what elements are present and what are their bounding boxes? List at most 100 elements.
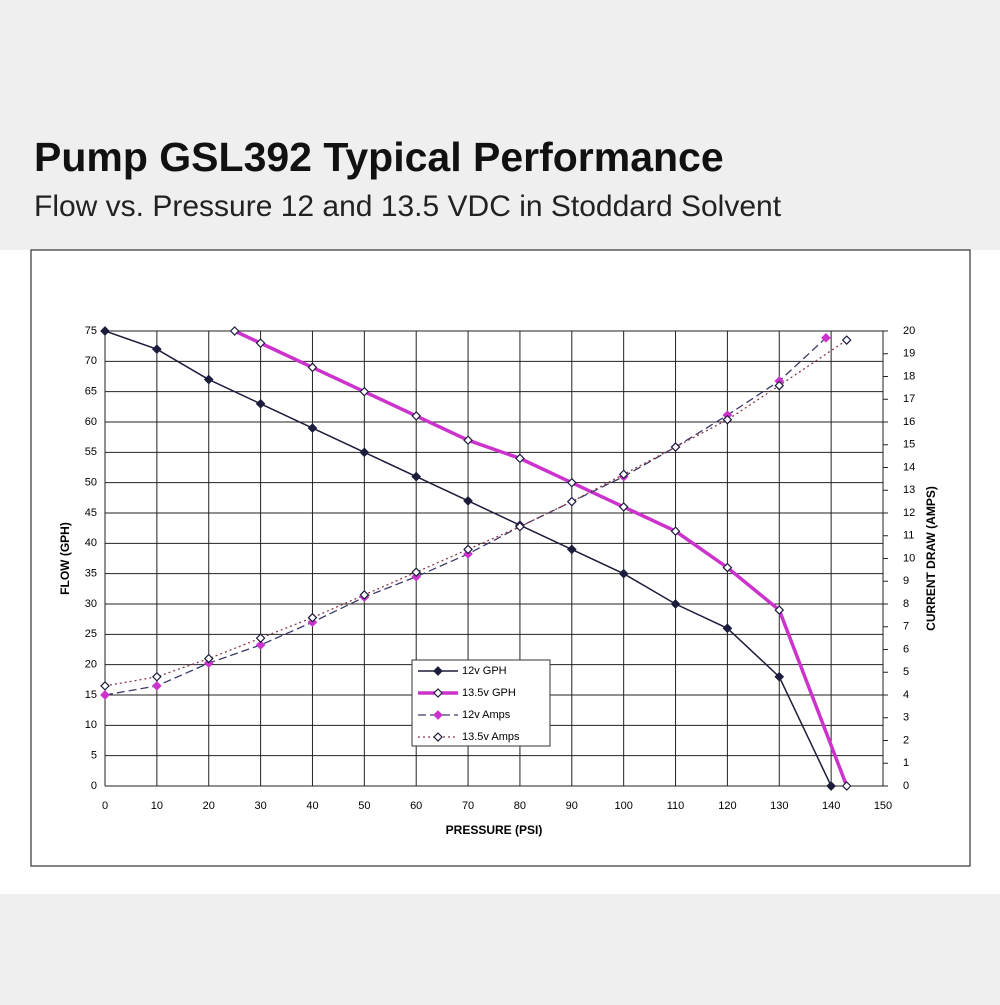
marker [433,732,443,742]
y-tick-label: 25 [85,628,97,640]
y2-tick-label: 7 [903,621,909,633]
y-tick-label: 60 [85,416,97,428]
marker [515,521,525,532]
x-tick-label: 100 [614,800,632,812]
x-tick-label: 0 [102,800,108,812]
y-tick-label: 20 [85,659,97,671]
y-tick-label: 50 [85,477,97,489]
y-tick-label: 40 [85,537,97,549]
y-tick-label: 10 [85,719,97,731]
y2-tick-label: 8 [903,598,909,610]
y2-tick-label: 3 [903,712,909,724]
marker [255,338,266,348]
marker [359,590,370,600]
marker [826,781,836,791]
x-tick-label: 10 [151,800,163,812]
marker [359,447,370,458]
marker [229,326,240,336]
page-title: Pump GSL392 Typical Performance [34,134,724,180]
marker [566,544,577,555]
legend-label: 13.5v GPH [462,687,516,699]
marker [463,435,473,446]
y-tick-label: 70 [85,355,97,367]
x-tick-label: 140 [822,800,840,812]
marker [566,496,577,507]
y2-tick-label: 13 [903,484,915,496]
marker [722,623,733,634]
y2-tick-label: 18 [903,370,915,382]
y2-axis-label: CURRENT DRAW (AMPS) [924,486,938,631]
marker [255,633,266,643]
marker [411,411,422,421]
marker [670,526,681,537]
marker [463,496,473,506]
marker [841,781,852,791]
x-tick-label: 70 [462,800,474,812]
y-tick-label: 55 [85,446,97,458]
marker [841,335,852,345]
y-tick-label: 45 [85,507,97,519]
y-tick-label: 30 [85,598,97,610]
marker [411,471,422,482]
marker [670,442,681,452]
x-tick-label: 40 [306,800,318,812]
legend-box [411,659,551,747]
x-tick-label: 20 [203,800,215,812]
y-tick-label: 75 [85,325,97,337]
x-tick-label: 60 [410,800,422,812]
y2-tick-label: 6 [903,643,909,655]
marker [618,568,629,579]
marker [463,544,473,555]
marker [618,469,629,480]
y2-tick-label: 9 [903,575,909,587]
marker [722,562,733,573]
marker [307,612,318,623]
chart-frame [30,249,971,867]
marker [100,681,110,691]
y2-tick-label: 19 [903,348,915,360]
x-tick-label: 50 [358,800,370,812]
marker [618,502,629,512]
legend-label: 13.5v Amps [462,731,520,743]
y-tick-label: 35 [85,568,97,580]
marker [774,605,785,615]
marker [307,362,318,373]
marker [433,688,443,698]
y2-tick-label: 2 [903,734,909,746]
legend-label: 12v GPH [462,665,507,677]
marker [152,681,162,691]
marker [100,690,110,700]
marker [774,380,785,391]
marker [670,599,681,609]
x-tick-label: 130 [770,800,788,812]
marker [152,671,162,682]
marker [774,671,785,682]
series-line [105,339,848,687]
marker [359,386,370,397]
y2-tick-label: 15 [903,439,915,451]
y2-tick-label: 20 [903,325,915,337]
y2-tick-label: 12 [903,507,915,519]
y-axis-label: FLOW (GPH) [58,522,72,595]
x-tick-label: 120 [718,800,736,812]
x-tick-label: 150 [874,800,892,812]
y2-tick-label: 11 [903,530,914,542]
x-tick-label: 80 [514,800,526,812]
page-subtitle: Flow vs. Pressure 12 and 13.5 VDC in Sto… [34,190,782,223]
y2-tick-label: 14 [903,461,915,473]
y2-tick-label: 17 [903,393,915,405]
marker [411,567,422,577]
marker [722,414,733,425]
y-tick-label: 0 [91,780,97,792]
marker [515,453,525,464]
y2-tick-label: 1 [903,757,909,769]
legend-label: 12v Amps [462,709,511,721]
y-tick-label: 5 [91,750,97,762]
marker [100,326,110,336]
y2-tick-label: 5 [903,666,909,678]
marker [307,423,318,433]
y2-tick-label: 4 [903,689,909,701]
x-tick-label: 110 [667,800,685,812]
marker [203,374,214,385]
marker [566,477,577,488]
